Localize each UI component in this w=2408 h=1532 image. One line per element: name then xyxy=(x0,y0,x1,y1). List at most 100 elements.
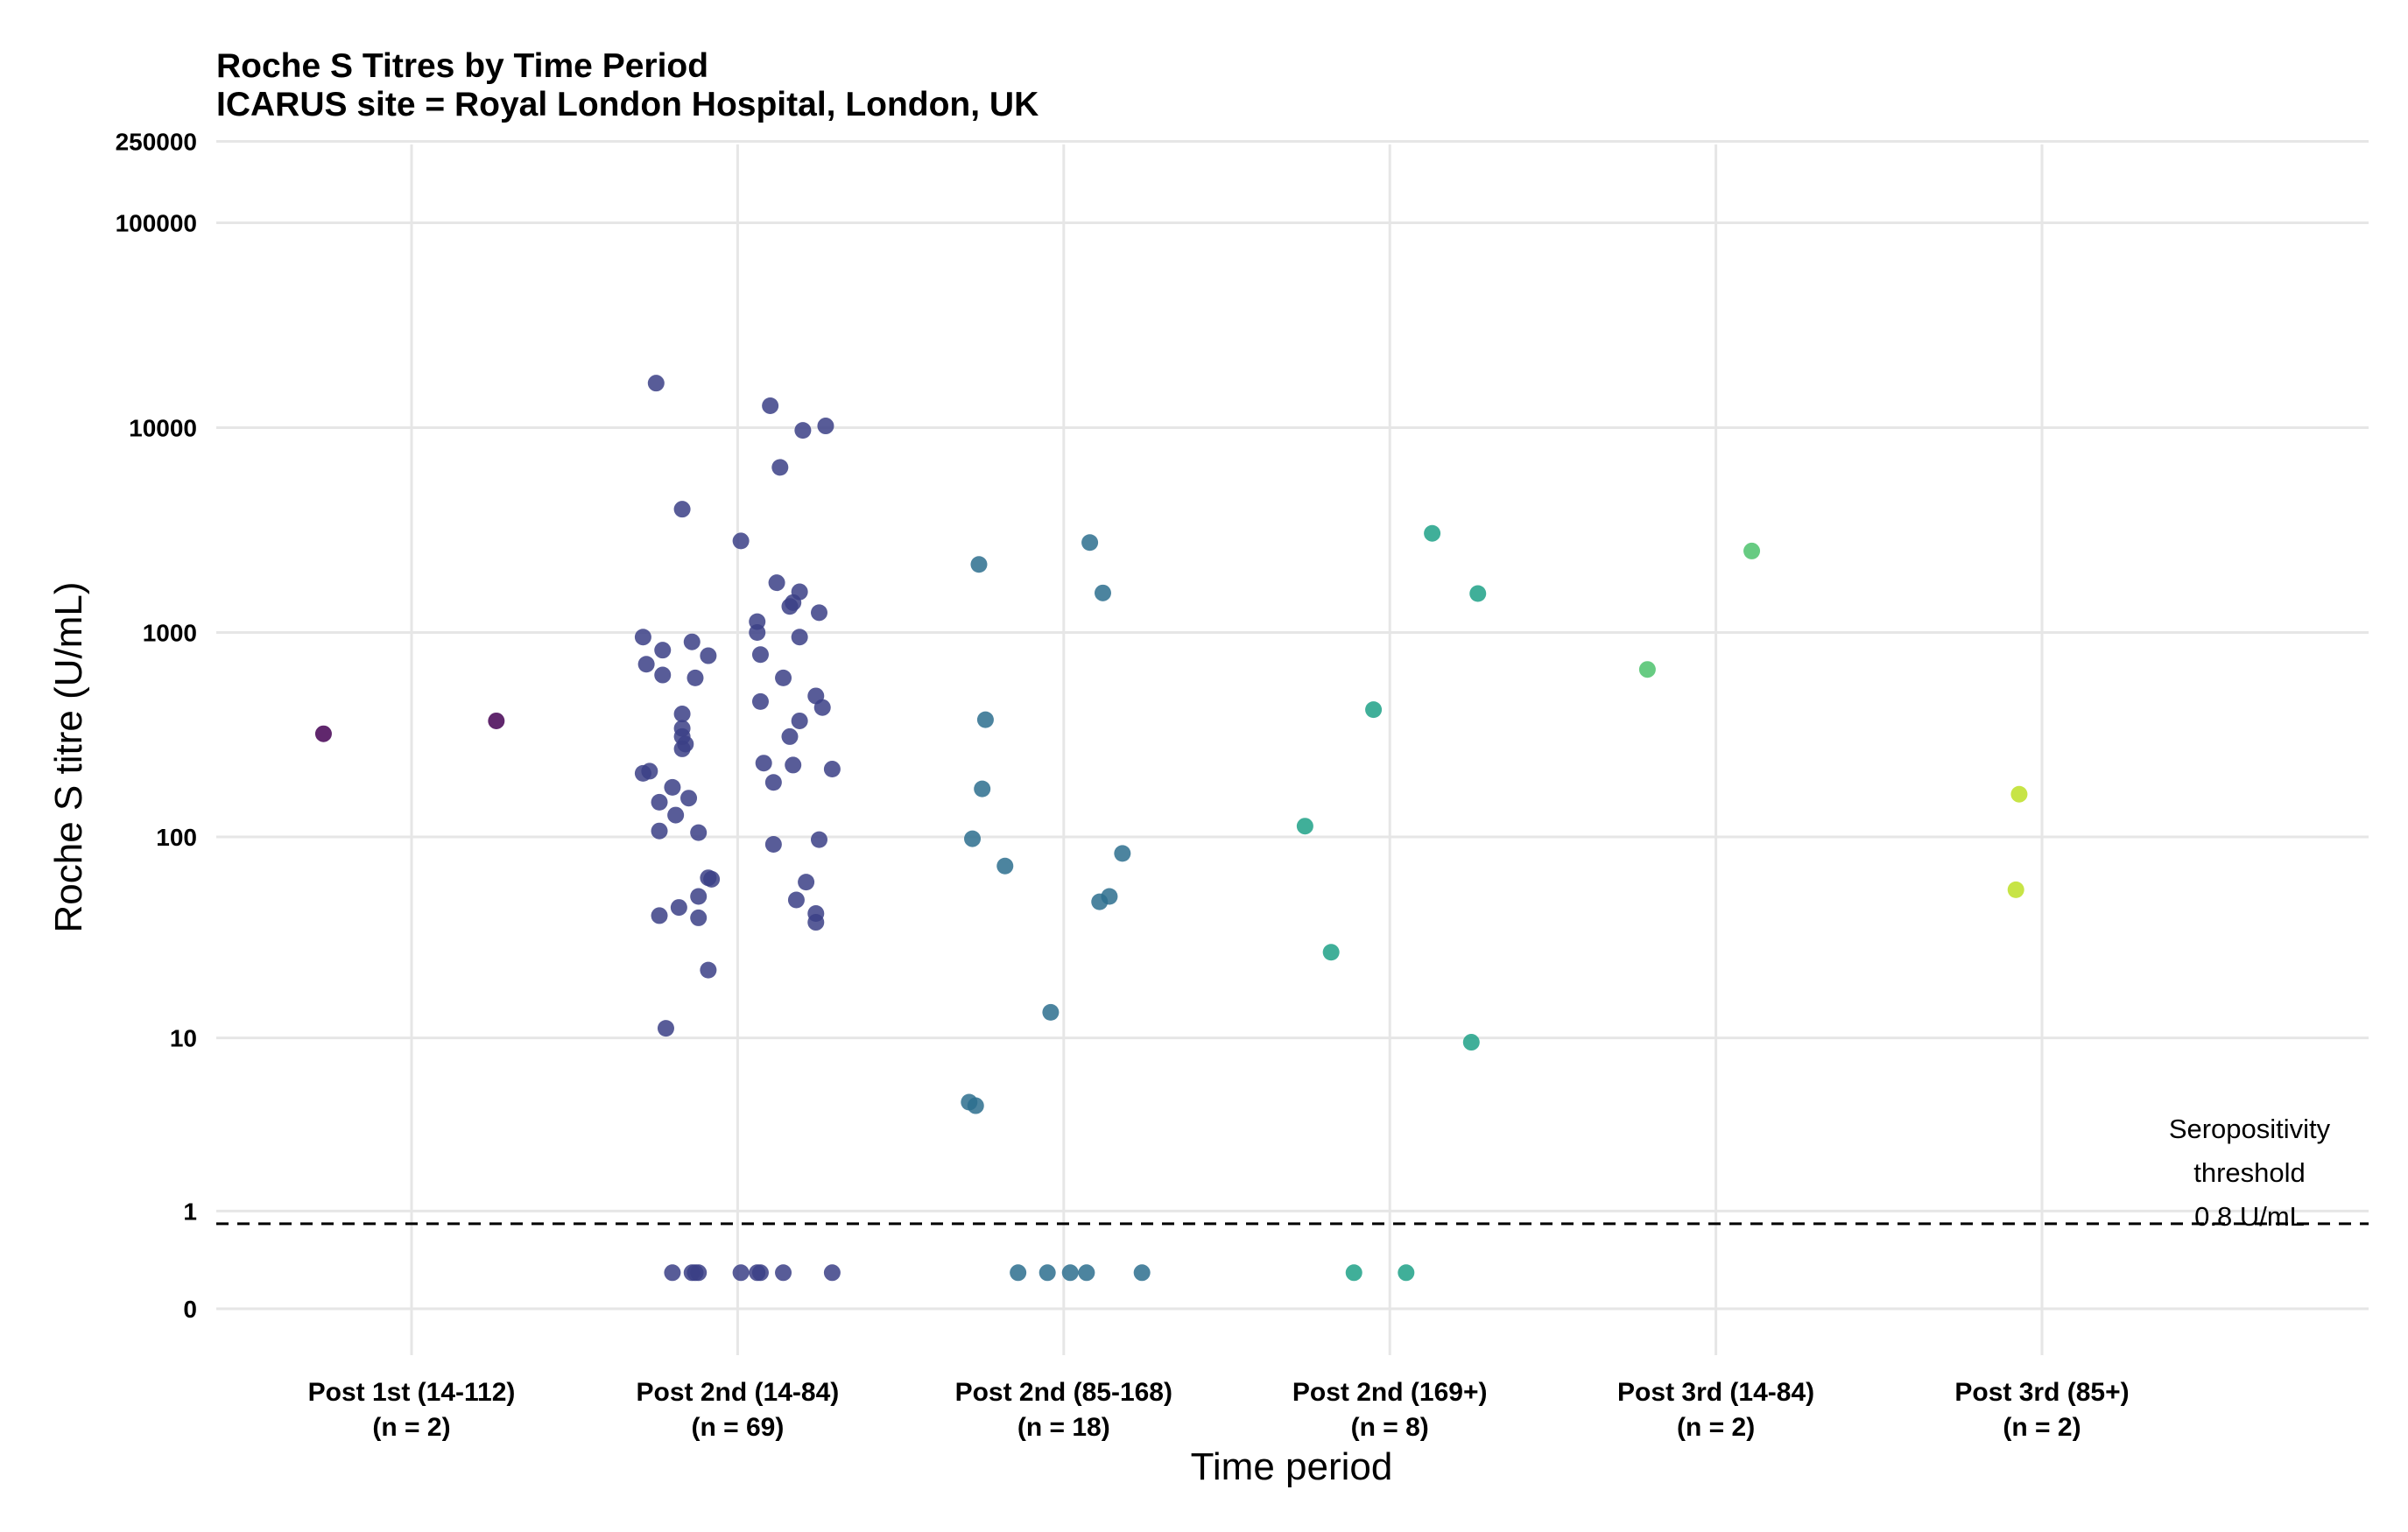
data-point xyxy=(764,774,782,791)
threshold-label-line-1: Seropositivity xyxy=(2169,1114,2331,1144)
data-point xyxy=(791,712,808,729)
data-point xyxy=(751,692,769,710)
x-tick-count-label: (n = 2) xyxy=(2003,1413,2081,1442)
data-point xyxy=(781,598,799,615)
threshold-label-line-2: threshold xyxy=(2193,1157,2306,1188)
data-point xyxy=(634,629,651,646)
data-point xyxy=(1469,585,1487,602)
x-tick-label: Post 2nd (85-168) xyxy=(955,1378,1172,1407)
data-point xyxy=(996,857,1014,875)
data-point xyxy=(647,375,665,392)
data-point xyxy=(768,574,785,592)
data-point xyxy=(1398,1264,1415,1282)
threshold-label-line-3: 0.8 U/mL xyxy=(2194,1201,2305,1232)
data-point xyxy=(654,666,672,684)
data-point xyxy=(683,633,701,650)
data-point xyxy=(1322,944,1340,961)
data-point xyxy=(964,830,982,847)
data-point xyxy=(664,778,681,796)
data-point xyxy=(690,909,708,926)
x-axis-label: Time period xyxy=(1191,1445,1393,1488)
data-point xyxy=(1039,1264,1056,1282)
data-point xyxy=(1114,845,1131,862)
data-point xyxy=(2010,785,2028,803)
x-tick-count-label: (n = 69) xyxy=(691,1413,784,1442)
data-point xyxy=(813,699,831,716)
data-point xyxy=(314,725,332,742)
data-point xyxy=(2007,881,2024,898)
data-point xyxy=(670,899,687,917)
x-axis-ticks: Post 1st (14-112) (n = 2) Post 2nd (14-84)… xyxy=(308,1378,2130,1442)
y-tick-label: 100 xyxy=(156,824,197,851)
y-axis-ticks: 0 1 10 100 1000 10000 100000 250000 xyxy=(116,128,197,1323)
x-tick-label: Post 2nd (169+) xyxy=(1292,1378,1488,1407)
data-point xyxy=(1091,893,1109,910)
data-point xyxy=(1061,1264,1079,1282)
data-point xyxy=(690,824,708,841)
data-point xyxy=(1638,661,1656,678)
data-point xyxy=(690,888,708,905)
data-point xyxy=(664,1264,681,1282)
data-point xyxy=(1743,542,1761,559)
x-tick-count-label: (n = 2) xyxy=(1677,1413,1755,1442)
data-point xyxy=(703,870,721,888)
data-point xyxy=(1424,524,1441,542)
data-point xyxy=(771,459,789,476)
data-point xyxy=(751,646,769,664)
data-point xyxy=(732,532,750,550)
data-point xyxy=(683,1264,701,1282)
data-point xyxy=(811,604,827,622)
y-tick-label: 10 xyxy=(170,1025,197,1052)
data-points xyxy=(314,375,2028,1282)
y-tick-label: 250000 xyxy=(116,128,197,155)
data-point xyxy=(794,422,812,439)
data-point xyxy=(1078,1264,1095,1282)
data-point xyxy=(686,669,704,686)
y-tick-label: 100000 xyxy=(116,210,197,237)
data-point xyxy=(1296,818,1313,835)
data-point xyxy=(667,806,685,824)
data-point xyxy=(657,1020,674,1037)
data-point xyxy=(762,397,779,414)
chart-title: Roche S Titres by Time Period xyxy=(216,47,708,85)
data-point xyxy=(1365,701,1383,719)
x-tick-count-label: (n = 18) xyxy=(1017,1413,1110,1442)
data-point xyxy=(1010,1264,1027,1282)
data-point xyxy=(751,1264,769,1282)
data-point xyxy=(637,656,655,673)
data-point xyxy=(798,874,815,891)
data-point xyxy=(651,793,668,811)
data-point xyxy=(775,1264,792,1282)
y-tick-label: 0 xyxy=(183,1296,197,1323)
data-point xyxy=(651,822,668,840)
y-tick-label: 1 xyxy=(183,1198,197,1225)
y-axis-label: Roche S titre (U/mL) xyxy=(47,582,90,933)
data-point xyxy=(1462,1034,1480,1051)
data-point xyxy=(673,740,691,757)
x-tick-count-label: (n = 2) xyxy=(372,1413,450,1442)
x-tick-label: Post 1st (14-112) xyxy=(308,1378,516,1407)
x-tick-label: Post 3rd (14-84) xyxy=(1617,1378,1814,1407)
data-point xyxy=(970,556,988,573)
x-tick-label: Post 2nd (14-84) xyxy=(637,1378,840,1407)
data-point xyxy=(976,711,994,728)
data-point xyxy=(1133,1264,1151,1282)
data-point xyxy=(764,835,782,853)
data-point xyxy=(732,1264,750,1282)
x-tick-count-label: (n = 8) xyxy=(1351,1413,1429,1442)
data-point xyxy=(823,1264,841,1282)
data-point xyxy=(967,1097,984,1114)
data-point xyxy=(673,706,691,723)
data-point xyxy=(651,907,668,924)
data-point xyxy=(791,629,808,646)
data-point xyxy=(673,501,691,518)
data-point xyxy=(1081,534,1099,552)
data-point xyxy=(755,755,772,772)
data-point xyxy=(1094,584,1111,601)
data-point xyxy=(749,624,766,642)
data-point xyxy=(974,780,991,798)
grid-lines xyxy=(216,139,2369,1355)
data-point xyxy=(634,764,651,782)
data-point xyxy=(700,647,717,664)
